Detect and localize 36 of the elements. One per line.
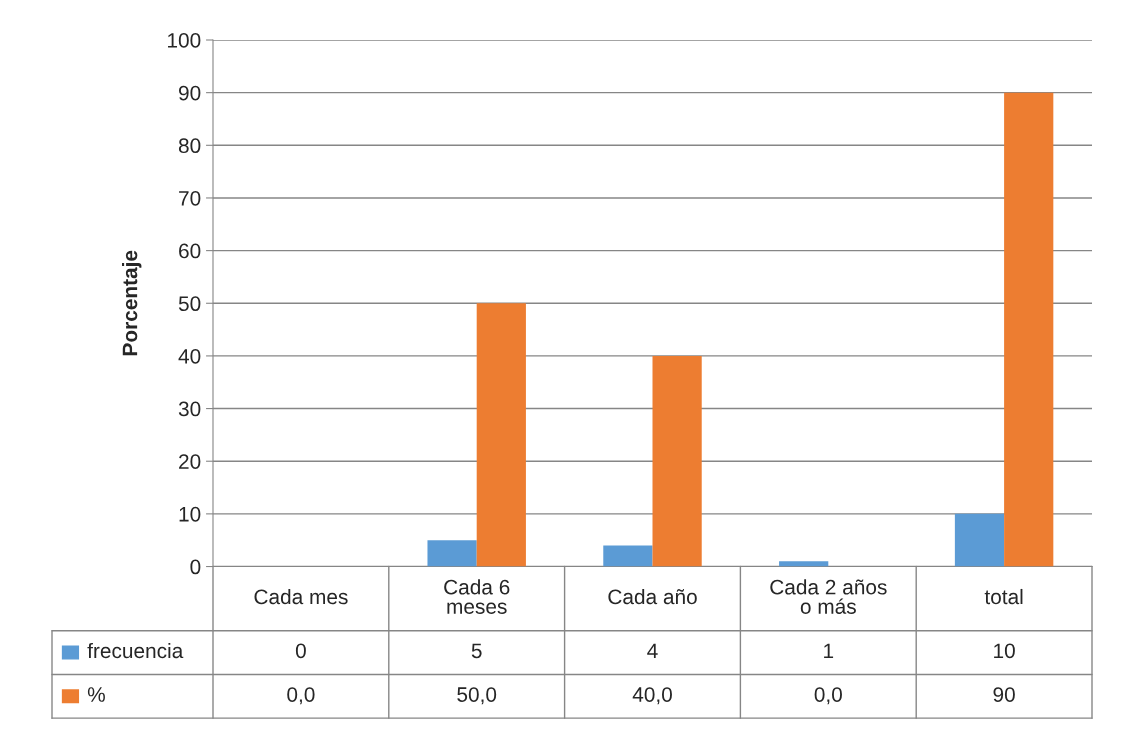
bar bbox=[779, 561, 829, 567]
x-tick-label: Cada mes bbox=[254, 588, 348, 605]
data-label: 0,0 bbox=[287, 687, 315, 705]
bar bbox=[603, 545, 653, 567]
y-tick-label: 90 bbox=[179, 85, 201, 101]
y-tick-label: 80 bbox=[178, 138, 201, 154]
y-tick-label: 50 bbox=[178, 296, 201, 312]
data-label: 5 bbox=[471, 643, 482, 659]
x-tick-label: Cada año bbox=[608, 588, 697, 605]
legend-label: % bbox=[87, 687, 105, 702]
data-label: 90 bbox=[993, 687, 1015, 702]
y-tick-label: 30 bbox=[178, 401, 201, 417]
y-tick-label: 70 bbox=[179, 190, 201, 206]
x-tick-label: Cada 6 meses bbox=[444, 579, 510, 614]
bar bbox=[1004, 92, 1054, 567]
y-tick-label: 60 bbox=[179, 243, 201, 259]
y-tick-label: 20 bbox=[179, 454, 201, 469]
data-label: 50,0 bbox=[457, 687, 497, 705]
y-tick-label: 100 bbox=[168, 33, 201, 48]
y-tick-label: 40 bbox=[178, 348, 201, 364]
bar bbox=[476, 303, 526, 567]
bar bbox=[652, 355, 702, 567]
x-tick-label: Cada 2 años o más bbox=[770, 579, 887, 614]
x-tick-label: total bbox=[984, 588, 1023, 605]
data-label: 4 bbox=[647, 643, 658, 658]
bar bbox=[954, 513, 1005, 567]
y-axis-title: Porcentaje bbox=[122, 250, 142, 356]
data-label: 0 bbox=[295, 643, 306, 659]
bar bbox=[427, 540, 477, 567]
data-label: 0,0 bbox=[814, 687, 842, 705]
y-tick-label: 0 bbox=[190, 559, 201, 575]
data-label: 10 bbox=[994, 643, 1015, 659]
data-label: 40,0 bbox=[632, 687, 672, 705]
legend-label: frecuencia bbox=[87, 642, 184, 659]
data-label: 1 bbox=[824, 643, 834, 658]
y-tick-label: 10 bbox=[179, 506, 201, 522]
